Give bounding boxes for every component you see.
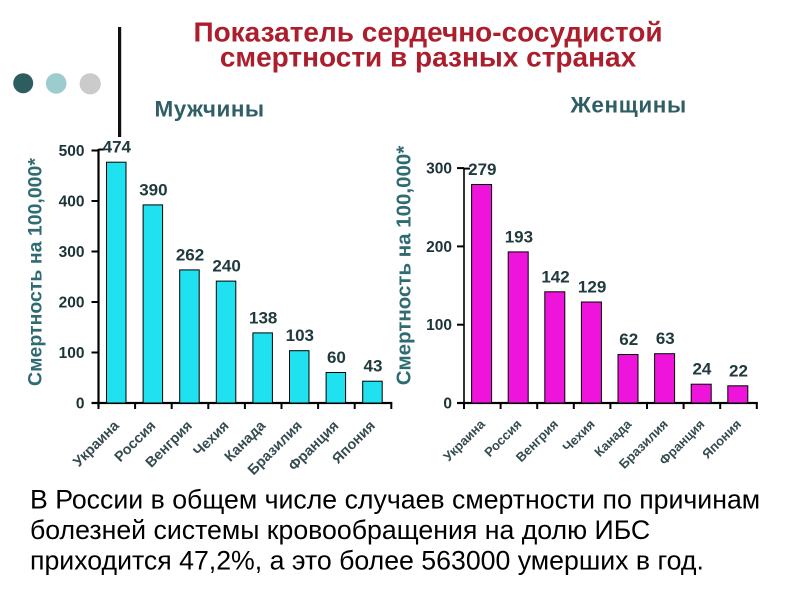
svg-text:142: 142 [541, 267, 569, 286]
svg-text:129: 129 [578, 278, 606, 297]
svg-text:Смертность на 100,000*: Смертность на 100,000* [25, 158, 47, 386]
svg-text:400: 400 [59, 194, 85, 211]
svg-text:200: 200 [426, 239, 452, 256]
svg-text:474: 474 [103, 138, 132, 157]
svg-text:22: 22 [729, 361, 748, 380]
svg-text:200: 200 [59, 295, 85, 312]
svg-text:Показатель сердечно-сосудистой: Показатель сердечно-сосудистой [193, 17, 662, 48]
svg-text:193: 193 [505, 227, 533, 246]
svg-text:болезней системы кровообращени: болезней системы кровообращения на долю … [30, 515, 650, 545]
svg-text:62: 62 [619, 330, 638, 349]
svg-text:Смертность на 100,000*: Смертность на 100,000* [393, 146, 416, 386]
svg-text:Женщины: Женщины [570, 93, 687, 118]
svg-text:Мужчины: Мужчины [155, 97, 265, 122]
svg-text:В России в общем числе случаев: В России в общем числе случаев смертност… [30, 485, 760, 515]
svg-text:60: 60 [327, 348, 346, 367]
svg-text:43: 43 [364, 357, 383, 376]
svg-text:300: 300 [426, 161, 452, 178]
svg-text:100: 100 [426, 317, 452, 334]
svg-text:63: 63 [656, 329, 675, 348]
svg-text:приходится 47,2%, а это более: приходится 47,2%, а это более 563000 уме… [30, 546, 704, 576]
svg-text:279: 279 [468, 160, 496, 179]
svg-text:390: 390 [139, 180, 167, 199]
svg-text:138: 138 [249, 308, 277, 327]
svg-text:0: 0 [76, 396, 85, 413]
svg-text:240: 240 [212, 257, 240, 276]
svg-text:103: 103 [286, 326, 314, 345]
svg-text:500: 500 [59, 143, 85, 160]
svg-text:300: 300 [59, 244, 85, 261]
svg-text:смертности в разных странах: смертности в разных странах [220, 42, 637, 73]
svg-text:24: 24 [692, 360, 711, 379]
svg-text:100: 100 [59, 345, 85, 362]
svg-text:262: 262 [176, 245, 204, 264]
svg-text:0: 0 [443, 396, 452, 413]
